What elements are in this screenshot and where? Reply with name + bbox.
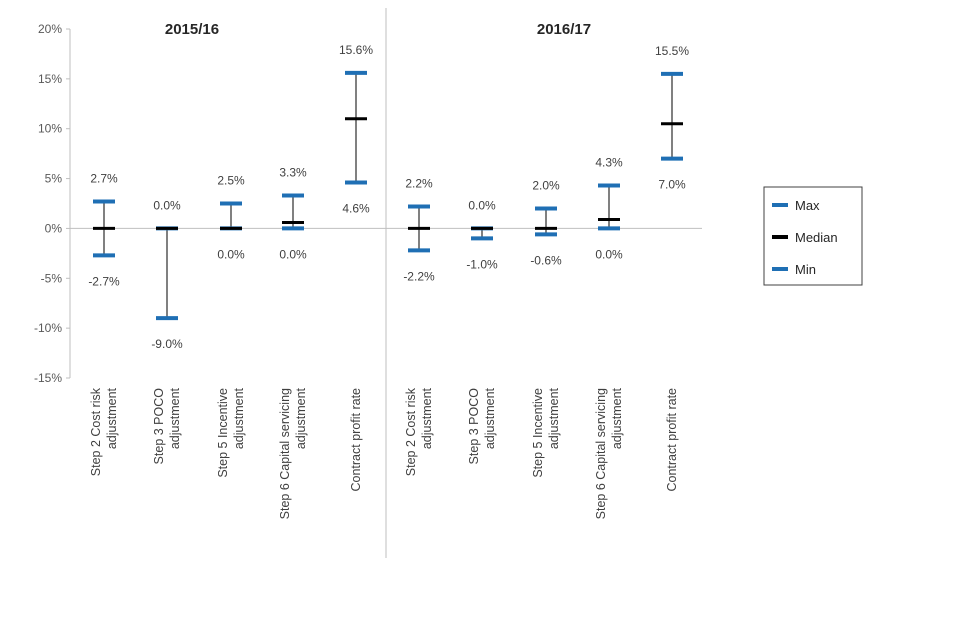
category-label: adjustment [483, 387, 497, 449]
max-value-label: 2.2% [405, 176, 433, 190]
category-label: adjustment [294, 387, 308, 449]
category-label: Contract profit rate [665, 388, 679, 492]
category-label: adjustment [420, 387, 434, 449]
max-value-label: 0.0% [153, 198, 181, 212]
category-label: Step 3 POCO [152, 388, 166, 465]
min-value-label: -0.6% [530, 253, 562, 267]
category-label: Step 6 Capital servicing [594, 388, 608, 519]
panel-title: 2015/16 [165, 21, 219, 38]
category-label: Contract profit rate [349, 388, 363, 492]
min-value-label: 7.0% [658, 178, 686, 192]
category-label: Step 3 POCO [467, 388, 481, 465]
category-label: adjustment [168, 387, 182, 449]
max-value-label: 4.3% [595, 156, 623, 170]
category-label: Step 2 Cost risk [404, 387, 418, 476]
min-value-label: 0.0% [217, 247, 245, 261]
min-value-label: -2.2% [403, 269, 435, 283]
max-value-label: 15.5% [655, 44, 689, 58]
category-label: Step 2 Cost risk [89, 387, 103, 476]
min-value-label: -2.7% [88, 274, 120, 288]
max-value-label: 3.3% [279, 166, 307, 180]
category-label: Step 5 Incentive [531, 388, 545, 478]
category-label: Step 5 Incentive [216, 388, 230, 478]
min-value-label: -1.0% [466, 257, 498, 271]
legend-label-median: Median [795, 230, 838, 245]
y-tick-label: -15% [34, 371, 62, 385]
y-tick-label: -5% [41, 271, 63, 285]
y-tick-label: 20% [38, 22, 62, 36]
legend-label-min: Min [795, 262, 816, 277]
y-tick-label: 10% [38, 122, 62, 136]
min-value-label: 4.6% [342, 202, 370, 216]
max-value-label: 15.6% [339, 43, 373, 57]
y-tick-label: 0% [45, 221, 63, 235]
max-value-label: 2.7% [90, 172, 118, 186]
category-label: Step 6 Capital servicing [278, 388, 292, 519]
panel-title: 2016/17 [537, 21, 591, 38]
category-label: adjustment [232, 387, 246, 449]
y-tick-label: -10% [34, 321, 62, 335]
max-value-label: 0.0% [468, 198, 496, 212]
min-value-label: -9.0% [151, 337, 183, 351]
y-tick-label: 15% [38, 72, 62, 86]
y-tick-label: 5% [45, 172, 63, 186]
min-value-label: 0.0% [595, 247, 623, 261]
category-label: adjustment [105, 387, 119, 449]
category-label: adjustment [610, 387, 624, 449]
max-value-label: 2.0% [532, 178, 560, 192]
min-value-label: 0.0% [279, 247, 307, 261]
legend-label-max: Max [795, 198, 820, 213]
category-label: adjustment [547, 387, 561, 449]
max-value-label: 2.5% [217, 174, 245, 188]
